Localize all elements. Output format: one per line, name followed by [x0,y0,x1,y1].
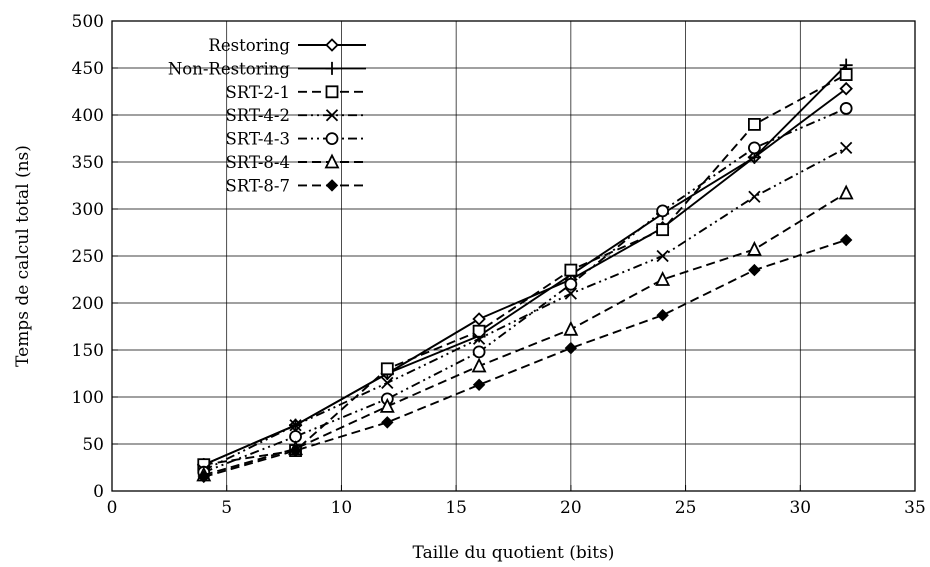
marker-triangle-open [746,240,762,256]
marker-cross [564,287,577,300]
marker-triangle-open [655,270,671,286]
marker-circle-open [564,277,578,291]
series-srt-4-2 [197,141,853,477]
x-tick-label: 35 [904,498,926,518]
y-tick-label: 200 [72,294,104,314]
marker-square-open [656,223,670,237]
marker-square-open [325,85,339,99]
marker-square-open [748,118,761,131]
marker-diamond-filled [325,179,339,192]
y-axis-title: Temps de calcul total (ns) [13,145,33,367]
marker-square-open [564,263,578,277]
series-srt-8-7 [197,233,853,484]
y-tick-label: 100 [72,388,104,408]
marker-circle-open [656,204,670,218]
y-tick-label: 300 [72,200,104,220]
legend-entry: SRT-4-3 [226,130,366,149]
marker-cross [748,190,761,203]
marker-circle-open [325,132,339,146]
legend-label: SRT-2-1 [226,83,290,102]
y-tick-label: 350 [72,153,104,173]
legend-label: SRT-8-4 [226,153,290,172]
marker-circle-open [839,102,853,115]
x-tick-label: 5 [221,498,232,518]
legend-entry: Restoring [208,36,366,55]
legend-label: SRT-8-7 [226,176,290,195]
series-line [203,73,847,466]
y-tick-label: 0 [93,482,104,502]
y-tick-label: 50 [82,435,104,455]
marker-diamond-filled [381,416,394,429]
y-tick-label: 150 [72,341,104,361]
marker-triangle-open [379,397,395,413]
marker-diamond-open [325,38,339,52]
series-line [203,239,847,478]
x-tick-label: 15 [445,498,467,518]
y-tick-label: 400 [72,106,104,126]
legend-label: Restoring [208,36,290,55]
marker-triangle-open [471,357,487,373]
series-restoring [196,81,853,472]
marker-square-open [839,68,853,81]
marker-diamond-filled [289,444,302,457]
marker-triangle-open [563,320,579,336]
y-tick-label: 250 [72,247,104,267]
marker-diamond-open [472,312,486,326]
marker-square-open [380,362,394,376]
marker-circle-open [748,141,761,155]
legend-entry: Non-Restoring [168,59,366,78]
x-tick-label: 30 [789,498,811,518]
marker-cross [472,332,486,345]
marker-diamond-filled [748,263,761,277]
legend: Restoring Non-Restoring SRT-2-1 SRT-4-2 SRT-… [168,36,366,195]
marker-cross [656,249,669,263]
x-tick-label: 20 [560,498,582,518]
legend-label: SRT-4-2 [226,106,290,125]
legend-entry: SRT-8-4 [226,153,366,172]
marker-diamond-filled [472,378,486,391]
marker-square-open [472,324,486,338]
series-line [203,192,847,476]
x-tick-label: 25 [675,498,697,518]
y-tick-label: 500 [72,12,104,32]
x-tick-label: 0 [107,498,118,518]
marker-cross [325,109,339,122]
legend-label: Non-Restoring [168,59,291,78]
legend-entry: SRT-2-1 [226,83,366,102]
marker-circle-open [472,345,486,359]
x-tick-label: 10 [331,498,353,518]
axis-ticks: 0 5 10 15 20 25 30 3505010015020025030035040045… [72,12,926,518]
marker-diamond-filled [197,470,210,484]
marker-triangle-open [838,184,854,200]
marker-diamond-filled [656,309,669,322]
marker-plus [325,61,339,75]
marker-triangle-open [324,153,340,169]
marker-diamond-open [839,81,853,96]
series-line [203,107,847,474]
legend-entry: SRT-8-7 [226,176,366,195]
marker-cross [289,419,302,432]
marker-diamond-filled [564,341,578,355]
legend-label: SRT-4-3 [226,130,290,149]
series-line [203,64,847,466]
legend-entry: SRT-4-2 [226,106,366,125]
series-group [196,58,854,484]
series-line [203,147,847,472]
marker-cross [840,141,853,155]
marker-diamond-filled [839,233,853,247]
marker-cross [381,376,394,390]
x-axis-title: Taille du quotient (bits) [413,543,615,563]
y-tick-label: 450 [72,59,104,79]
